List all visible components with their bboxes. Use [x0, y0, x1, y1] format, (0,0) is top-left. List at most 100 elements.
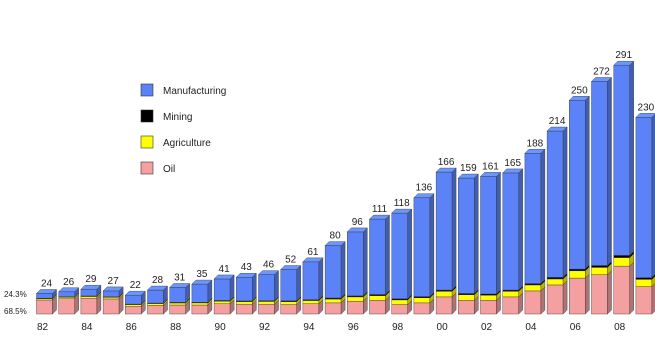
total-label-09: 230: [638, 102, 655, 113]
bar-agriculture-97: [369, 295, 386, 301]
total-label-83: 26: [63, 277, 75, 288]
bar-manufacturing-09: [635, 117, 653, 278]
bar-oil-96: [347, 300, 364, 315]
bar-mining-08: [613, 255, 630, 258]
bar-mining-07: [591, 265, 608, 268]
bar-top-91: [235, 273, 257, 278]
bar-side-manufacturing-96: [363, 227, 368, 297]
x-tick-02: 02: [481, 322, 493, 333]
share-label-manufacturing: 24.3%: [4, 290, 27, 299]
bar-oil-06: [569, 277, 586, 315]
bar-manufacturing-91: [236, 277, 253, 302]
x-tick-88: 88: [170, 322, 182, 333]
bar-mining-04: [524, 283, 542, 286]
bar-top-83: [58, 287, 80, 292]
bar-top-08: [613, 60, 635, 66]
bar-oil-95: [324, 302, 342, 315]
x-tick-06: 06: [570, 322, 582, 333]
bar-top-98: [391, 208, 413, 214]
legend: Manufacturing Mining Agriculture Oil: [140, 83, 226, 175]
bar-manufacturing-87: [147, 289, 164, 304]
bar-agriculture-91: [236, 301, 253, 305]
bar-agriculture-00: [435, 291, 453, 298]
bar-top-02: [480, 172, 501, 177]
bar-side-manufacturing-97: [385, 214, 390, 295]
bar-manufacturing-94: [302, 261, 320, 300]
bar-top-85: [102, 286, 124, 292]
total-label-82: 24: [41, 278, 53, 289]
bar-mining-05: [546, 277, 564, 280]
x-tick-96: 96: [348, 322, 360, 333]
total-label-03: 165: [504, 158, 521, 169]
bar-manufacturing-92: [258, 274, 275, 301]
total-label-99: 136: [416, 183, 433, 194]
bar-top-90: [213, 274, 235, 280]
bar-manufacturing-83: [58, 291, 75, 297]
bar-side-manufacturing-91: [252, 272, 257, 302]
total-label-04: 188: [527, 138, 544, 149]
bar-top-88: [169, 283, 191, 288]
total-label-87: 28: [152, 275, 164, 286]
bar-manufacturing-07: [591, 81, 608, 266]
bar-oil-00: [435, 296, 453, 315]
total-label-86: 22: [130, 280, 142, 291]
bar-manufacturing-86: [125, 294, 142, 305]
total-label-89: 35: [196, 269, 208, 280]
total-label-08: 291: [615, 50, 632, 61]
bar-oil-93: [280, 304, 297, 315]
bar-manufacturing-06: [569, 100, 586, 270]
bar-oil-94: [302, 303, 320, 315]
bar-manufacturing-96: [347, 231, 364, 297]
bar-oil-88: [169, 304, 186, 315]
bar-side-manufacturing-08: [629, 60, 634, 256]
bar-mining-06: [569, 268, 586, 272]
total-label-00: 166: [438, 157, 455, 168]
total-label-92: 46: [263, 260, 275, 271]
bar-oil-07: [591, 274, 608, 315]
bar-agriculture-06: [569, 270, 586, 279]
bar-side-manufacturing-05: [562, 126, 568, 278]
legend-label-mining: Mining: [163, 112, 192, 123]
bar-top-93: [280, 265, 302, 270]
bar-top-97: [369, 214, 390, 220]
bar-top-96: [346, 227, 368, 233]
bar-manufacturing-02: [480, 176, 497, 295]
bar-oil-08: [613, 265, 630, 315]
legend-label-manufacturing: Manufacturing: [163, 86, 226, 97]
bar-side-oil-05: [562, 280, 568, 315]
bar-oil-03: [502, 296, 519, 315]
total-label-07: 272: [593, 66, 610, 77]
labels-layer: 24 26 29 27 22 28 31 35 41 43 46 52 61 80 96 111 118 136 1…: [4, 50, 655, 333]
bar-top-86: [124, 290, 146, 296]
bar-top-92: [258, 270, 279, 275]
bar-top-05: [546, 126, 568, 132]
share-label-oil: 68.5%: [4, 307, 27, 316]
bar-oil-86: [125, 306, 142, 315]
bar-manufacturing-03: [502, 172, 519, 291]
bar-manufacturing-05: [546, 130, 564, 278]
bar-oil-05: [546, 284, 564, 315]
bar-agriculture-05: [546, 278, 564, 286]
bar-oil-89: [191, 304, 209, 315]
bar-agriculture-09: [635, 279, 653, 287]
total-label-95: 80: [330, 231, 342, 242]
bar-oil-92: [258, 303, 275, 315]
bar-oil-82: [36, 299, 53, 315]
bar-agriculture-84: [80, 296, 98, 299]
bar-side-oil-04: [540, 286, 546, 315]
bar-top-94: [302, 257, 324, 263]
bar-agriculture-85: [102, 297, 120, 300]
bar-agriculture-93: [280, 301, 297, 305]
bar-side-manufacturing-95: [340, 241, 346, 299]
bar-manufacturing-01: [458, 177, 475, 294]
bar-manufacturing-95: [324, 245, 342, 299]
bar-side-manufacturing-02: [496, 171, 501, 295]
bar-agriculture-08: [613, 257, 630, 267]
total-label-94: 61: [307, 247, 319, 258]
bar-oil-87: [147, 305, 164, 315]
legend-swatch-mining: [140, 109, 154, 123]
bar-oil-09: [635, 286, 653, 315]
bar-manufacturing-97: [369, 218, 386, 295]
bar-top-82: [36, 289, 57, 294]
bar-agriculture-94: [302, 300, 320, 304]
